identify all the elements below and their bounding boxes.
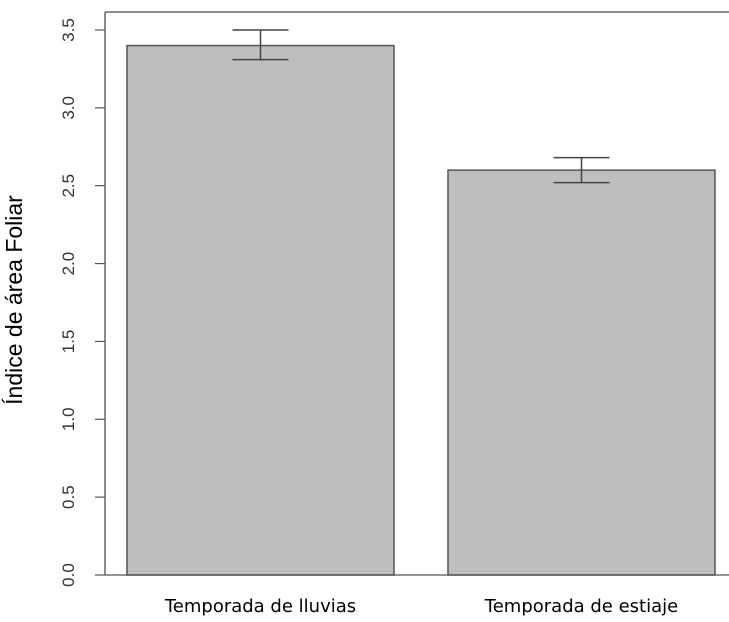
y-axis: 0.0 0.5 1.0 1.5 2.0 2.5 3.0 3.5 [59,18,105,587]
y-tick-label: 0.0 [59,563,78,587]
y-tick-label: 0.5 [59,485,78,509]
y-axis-label: Índice de área Foliar [1,195,27,405]
bar [126,44,395,576]
y-tick-label: 1.5 [59,330,78,354]
y-tick-label: 1.0 [59,407,78,431]
y-tick-label: 3.5 [59,18,78,42]
category-label: Temporada de estiaje [484,596,678,617]
y-tick-label: 3.0 [59,96,78,120]
bar [447,169,716,576]
x-axis-labels: Temporada de lluvias Temporada de estiaje [164,596,678,617]
category-label: Temporada de lluvias [164,596,356,617]
error-bars [232,29,610,184]
y-tick-label: 2.0 [59,252,78,276]
bars [105,44,729,576]
plot-frame [104,11,729,575]
y-tick-label: 2.5 [59,174,78,198]
